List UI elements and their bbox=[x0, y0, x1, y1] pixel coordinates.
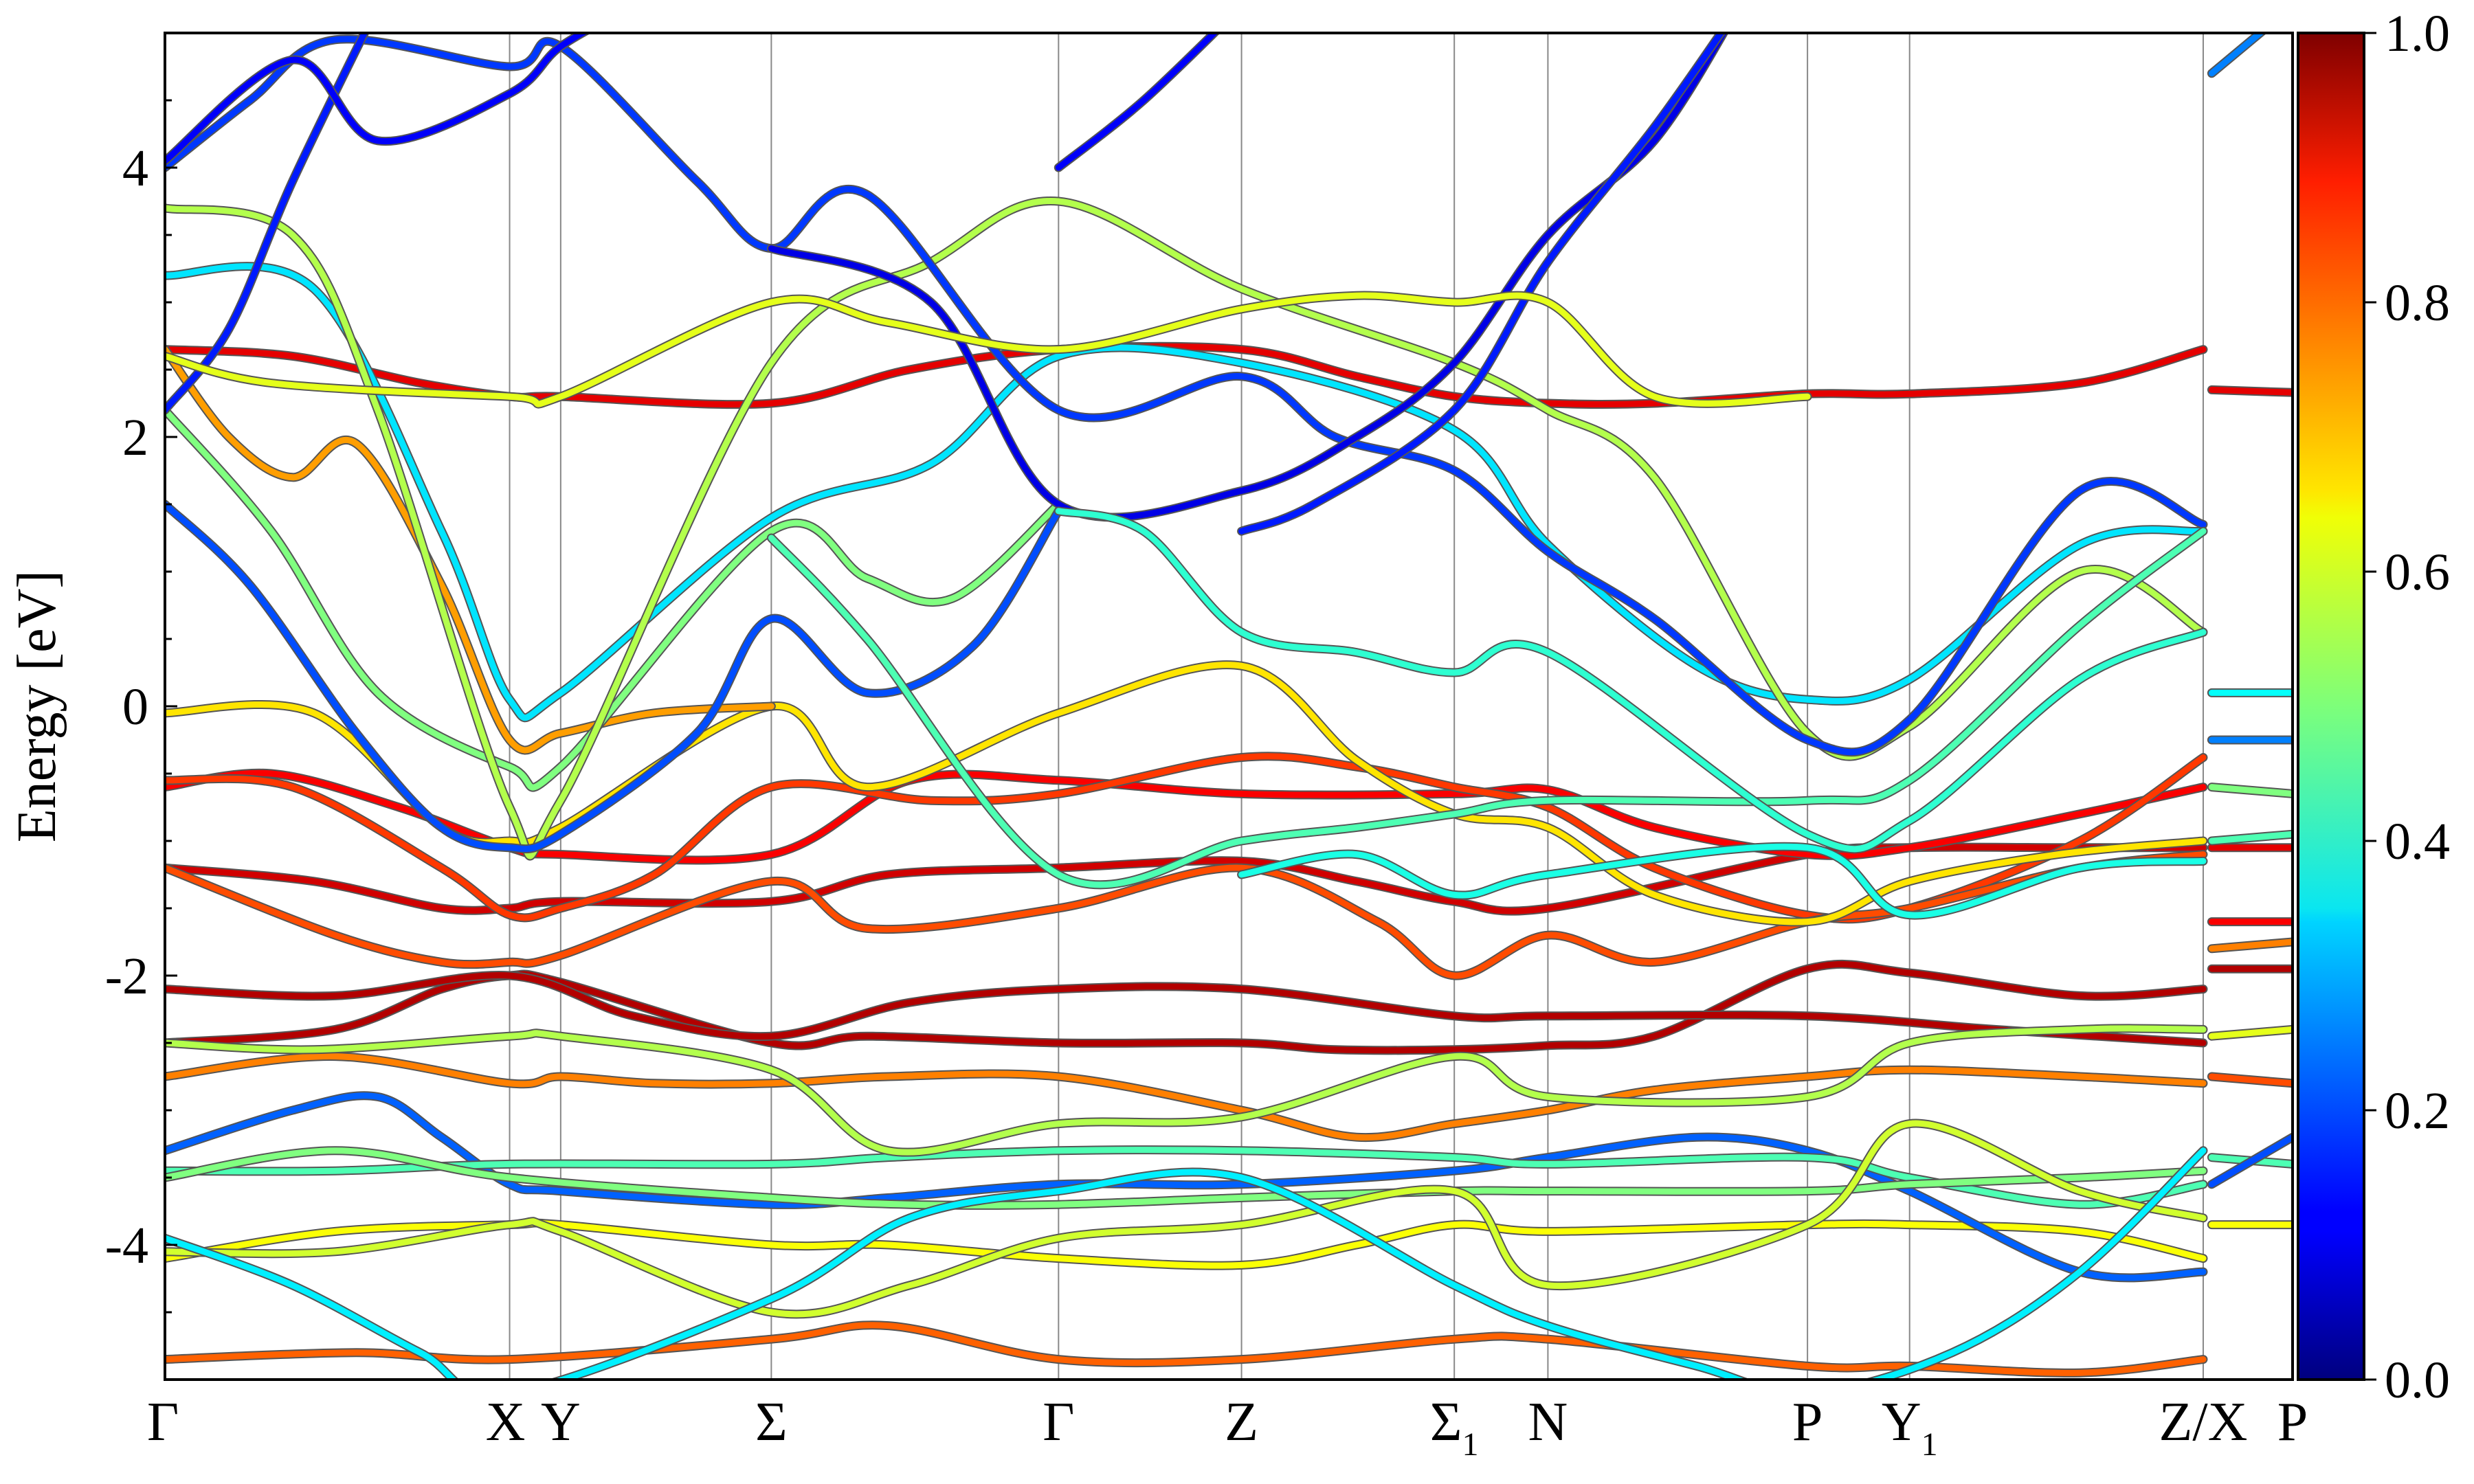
colorbar-tick-label: 0.6 bbox=[2385, 543, 2450, 601]
colorbar-tick-label: 0.8 bbox=[2385, 274, 2450, 332]
band-26 bbox=[1055, 33, 1219, 171]
colorbar-ticks: 0.0 0.2 0.4 0.6 0.8 1.0 bbox=[2364, 5, 2450, 1409]
band-38 bbox=[2208, 1073, 2293, 1087]
band-12 bbox=[165, 1147, 2207, 1208]
band-6 bbox=[165, 662, 2207, 925]
colorbar-tick-label: 0.2 bbox=[2385, 1082, 2450, 1140]
band-31 bbox=[1238, 843, 2207, 919]
band-18 bbox=[165, 407, 1062, 791]
band-43 bbox=[2208, 386, 2293, 396]
x-tick-label: Σ1 bbox=[1430, 1392, 1479, 1463]
band-20 bbox=[165, 198, 2207, 859]
band-28 bbox=[165, 292, 1811, 407]
x-tick-label: Z bbox=[1225, 1392, 1258, 1452]
band-27 bbox=[1238, 33, 1725, 535]
band-44 bbox=[2208, 33, 2265, 77]
band-13 bbox=[165, 1025, 2207, 1156]
y-axis: -4 -2 0 2 4 bbox=[105, 32, 177, 1381]
band-34 bbox=[2208, 784, 2293, 797]
band-45 bbox=[2208, 938, 2293, 952]
x-tick-label: X bbox=[486, 1392, 526, 1452]
colorbar-tick-label: 0.0 bbox=[2385, 1351, 2450, 1409]
y-tick-label: 0 bbox=[122, 678, 148, 736]
y-tick-label: 2 bbox=[122, 409, 148, 466]
band-29 bbox=[768, 528, 2207, 888]
x-tick-label: P bbox=[2277, 1392, 2308, 1452]
band-46 bbox=[2208, 831, 2293, 844]
x-tick-label: P bbox=[1792, 1392, 1823, 1452]
x-tick-label: Γ bbox=[1043, 1392, 1074, 1452]
y-tick-label: -4 bbox=[105, 1217, 148, 1274]
band-39 bbox=[2208, 1026, 2293, 1039]
band-21 bbox=[165, 501, 1062, 853]
band-25 bbox=[768, 33, 1728, 521]
band-22 bbox=[165, 36, 2207, 756]
x-tick-label: Z/X bbox=[2159, 1392, 2248, 1452]
x-axis: Γ X Y Σ Γ Z Σ1 N P Y1 Z/X P bbox=[147, 1392, 2308, 1463]
colorbar: 0.0 0.2 0.4 0.6 0.8 1.0 bbox=[2297, 5, 2450, 1409]
y-tick-label: -2 bbox=[105, 947, 148, 1005]
colorbar-gradient bbox=[2297, 32, 2365, 1381]
band-11 bbox=[165, 1147, 2207, 1208]
band-16 bbox=[165, 1147, 2207, 1380]
x-tick-label: Y1 bbox=[1882, 1392, 1938, 1463]
band-15 bbox=[165, 1120, 2207, 1318]
x-tick-label: N bbox=[1528, 1392, 1568, 1452]
x-tick-label: Σ bbox=[755, 1392, 788, 1452]
x-tick-label: Γ bbox=[147, 1392, 179, 1452]
x-tick-label: Y bbox=[541, 1392, 581, 1452]
band-24 bbox=[165, 33, 589, 164]
band-30 bbox=[1055, 508, 2207, 853]
y-axis-label: Energy [eV] bbox=[7, 570, 67, 842]
band-8 bbox=[165, 1053, 2207, 1141]
band-17 bbox=[165, 346, 774, 754]
band-outline bbox=[165, 196, 2208, 861]
colorbar-tick-label: 0.4 bbox=[2385, 813, 2450, 870]
band-outline bbox=[766, 33, 1729, 522]
band-42 bbox=[2208, 1134, 2293, 1188]
band-outline bbox=[1237, 33, 1726, 536]
band-1 bbox=[165, 971, 2207, 1046]
band-14 bbox=[165, 1322, 2207, 1376]
y-tick-label: 4 bbox=[122, 139, 148, 197]
band-lines bbox=[165, 33, 2293, 1380]
colorbar-tick-label: 1.0 bbox=[2385, 5, 2450, 63]
